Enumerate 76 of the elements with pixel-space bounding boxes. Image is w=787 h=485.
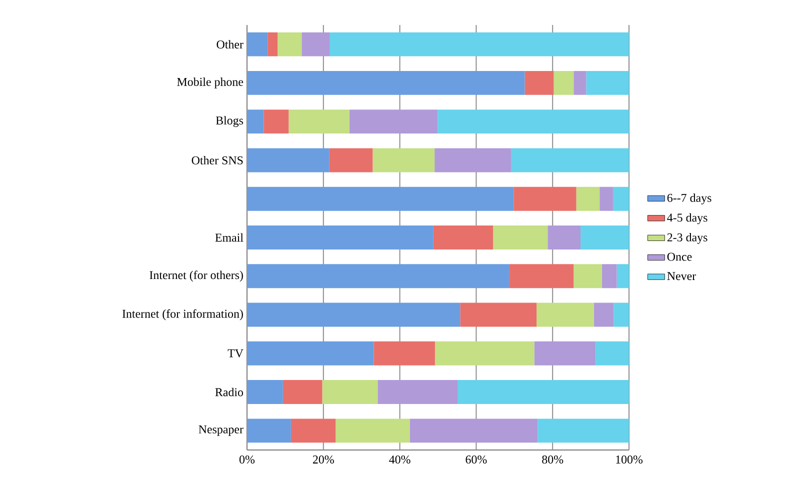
bar bbox=[247, 110, 264, 134]
bar bbox=[247, 380, 283, 404]
bar bbox=[434, 341, 534, 366]
bar bbox=[509, 264, 574, 288]
bar bbox=[460, 302, 537, 327]
legend-label: 2-3 days bbox=[667, 233, 708, 244]
bar bbox=[438, 110, 630, 134]
bar bbox=[612, 186, 630, 211]
y-tick-label: Other bbox=[216, 40, 244, 48]
bar bbox=[372, 148, 435, 172]
bar bbox=[247, 264, 510, 288]
bar bbox=[247, 226, 434, 250]
bar bbox=[554, 70, 574, 95]
x-tick-label: 40% bbox=[389, 455, 410, 464]
y-tick-label: Radio bbox=[215, 388, 244, 396]
bar bbox=[536, 302, 594, 327]
bar bbox=[434, 148, 511, 172]
y-tick-label: Mobile phone bbox=[177, 78, 244, 88]
bar bbox=[247, 418, 291, 443]
bar bbox=[580, 226, 630, 250]
bar bbox=[538, 418, 630, 443]
bar bbox=[329, 148, 373, 172]
y-tick-label: TV bbox=[228, 349, 244, 358]
bar bbox=[410, 418, 538, 443]
bar bbox=[330, 32, 630, 56]
bar bbox=[510, 148, 630, 172]
y-tick-label: Internet (for others) bbox=[150, 270, 243, 282]
bar bbox=[247, 32, 268, 56]
bar bbox=[302, 32, 330, 56]
bar bbox=[282, 380, 322, 404]
bar bbox=[349, 110, 438, 134]
bar bbox=[264, 110, 289, 134]
x-tick-label: 20% bbox=[312, 455, 334, 464]
bar bbox=[524, 70, 554, 95]
bar bbox=[290, 418, 336, 443]
bar bbox=[247, 148, 330, 172]
bar bbox=[268, 32, 278, 56]
bar bbox=[247, 341, 374, 366]
bar bbox=[322, 380, 378, 404]
y-tick-label: Blogs bbox=[216, 116, 244, 128]
x-tick-label: 0% bbox=[239, 455, 255, 464]
bar bbox=[247, 302, 460, 327]
bar bbox=[534, 341, 596, 366]
bar bbox=[576, 186, 600, 211]
legend-label: Once bbox=[667, 252, 692, 261]
bar bbox=[574, 264, 602, 288]
bar bbox=[336, 418, 410, 443]
x-tick-label: 60% bbox=[466, 455, 487, 464]
legend-label: 6--7 days bbox=[667, 194, 712, 204]
bar bbox=[457, 380, 630, 404]
x-tick-label: 100% bbox=[616, 455, 643, 464]
bar bbox=[278, 32, 302, 56]
legend-label: 4-5 days bbox=[667, 213, 708, 224]
bar bbox=[614, 302, 630, 327]
bar bbox=[378, 380, 458, 404]
y-tick-label: Email bbox=[215, 233, 244, 242]
bar bbox=[247, 186, 514, 211]
bar bbox=[574, 70, 586, 95]
y-tick-label: Nespaper bbox=[198, 425, 244, 436]
bar bbox=[247, 70, 525, 95]
bar bbox=[594, 302, 614, 327]
x-tick-label: 80% bbox=[542, 455, 564, 464]
bar bbox=[433, 226, 494, 250]
bar bbox=[514, 186, 576, 211]
bar bbox=[548, 226, 580, 250]
y-tick-label: Other SNS bbox=[192, 156, 243, 164]
bar bbox=[493, 226, 548, 250]
legend-label: Never bbox=[667, 272, 696, 280]
bar bbox=[586, 70, 630, 95]
bar bbox=[595, 341, 630, 366]
bar bbox=[374, 341, 435, 366]
bar bbox=[288, 110, 350, 134]
bar bbox=[616, 264, 630, 288]
y-tick-label: Internet (for information) bbox=[122, 309, 243, 320]
bar bbox=[600, 186, 613, 211]
bar bbox=[602, 264, 617, 288]
